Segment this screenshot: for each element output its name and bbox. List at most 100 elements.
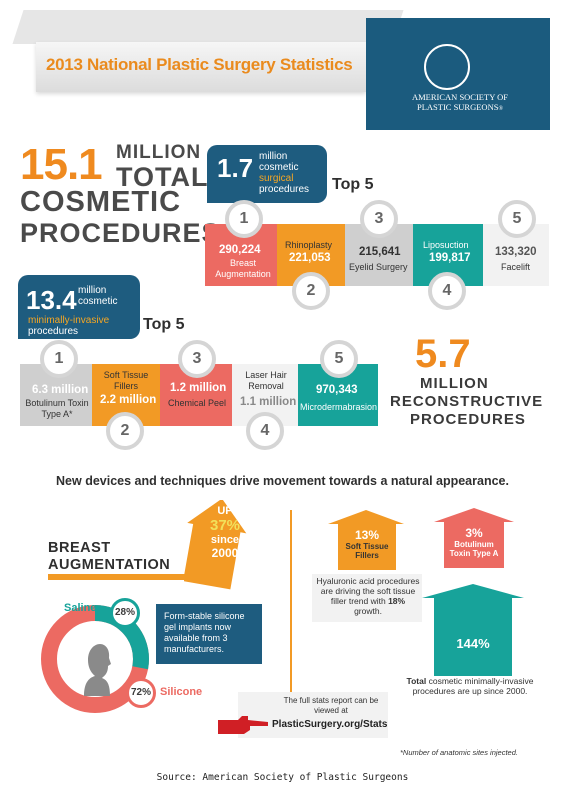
botox-label-1: Botulinum [454,540,494,549]
surgical-rank-2: 2 [292,272,330,310]
surgical-value-4: 199,817 [429,252,471,264]
up-arrow-icon [184,500,247,590]
breast-title-line1: BREAST [48,540,111,556]
minimally-label-2: Soft Tissue Fillers [98,370,154,392]
total-mi-note: Total cosmetic minimally-invasive proced… [400,676,540,696]
surgical-rank-5: 5 [498,200,536,238]
surgical-bubble-text: million cosmetic surgical procedures [259,151,309,195]
implant-pie-chart [41,605,149,713]
total-mi-roof-shape [422,584,524,598]
surgical-text-line1: million [259,151,288,162]
breast-augmentation-title: BREAST AUGMENTATION [48,540,170,574]
surgical-bubble: 1.7 million cosmetic surgical procedures [207,145,327,203]
minimally-label-2a: Soft Tissue [103,370,149,380]
cosmetic-total-number: 15.1 [20,140,103,189]
minimally-rank-5: 5 [320,340,358,378]
minimally-label-1a: Botulinum Toxin [25,398,89,408]
cosmetic-procedures-label: PROCEDURES [20,218,221,248]
minimally-bubble: 13.4 million cosmetic minimally-invasive… [18,275,140,339]
cosmetic-label: COSMETIC [20,186,182,218]
fillers-label-2: Fillers [355,551,379,560]
fillers-note: Hyaluronic acid procedures are driving t… [316,576,420,616]
botox-percent: 3% [465,526,483,540]
silicone-label: Silicone [160,686,203,698]
minimally-value-1: 6.3 million [32,384,89,396]
minimally-text-line4: procedures [28,326,79,337]
woman-silhouette-icon [84,644,111,696]
minimally-card-2: Soft Tissue Fillers 2.2 million [92,364,160,426]
total-mi-house-shape [434,596,512,676]
surgical-value-3: 215,641 [359,246,401,258]
breast-year-text: 2000 [211,546,239,560]
pointing-hand-icon [218,716,268,734]
breast-title-line2: AUGMENTATION [48,557,171,573]
total-mi-note-bold: Total [406,676,427,686]
fillers-percent: 13% [354,528,380,542]
surgical-text-line2: cosmetic [259,162,299,173]
minimally-bubble-text: million cosmetic [78,285,117,307]
surgical-rank-1: 1 [225,200,263,238]
footnote: *Number of anatomic sites injected. [400,748,518,757]
reconstructive-procedures-label: PROCEDURES [410,411,526,428]
breast-since-text: since [210,534,240,546]
minimally-text-line1: million [78,285,107,296]
gel-implants-note: Form-stable silicone gel implants now av… [156,604,262,664]
minimally-number: 13.4 [26,285,77,315]
surgical-label-3: Eyelid Surgery [349,262,408,272]
reconstructive-million-label: MILLION [420,375,489,392]
asps-logo-text: AMERICAN SOCIETY OF PLASTIC SURGEONS® [400,92,520,114]
fillers-label-1: Soft Tissue [345,542,389,551]
surgical-top5-label: Top 5 [332,176,374,193]
minimally-label-3: Chemical Peel [168,398,227,408]
surgical-value-1: 290,224 [219,244,261,256]
tagline: New devices and techniques drive movemen… [56,474,509,488]
fillers-text: 13% Soft Tissue Fillers [338,528,396,560]
fillers-note-bold: 18% [388,596,406,606]
minimally-value-3: 1.2 million [170,382,227,394]
pie-saline-slice [41,605,149,713]
minimally-value-5: 970,343 [316,384,358,396]
banner-ribbon [36,42,366,92]
reconstructive-number: 5.7 [415,332,471,376]
breast-up-text: UP [217,505,233,517]
surgical-label-4: Liposuction [423,240,469,250]
surgical-label-1b: Augmentation [215,269,271,279]
botox-text: 3% Botulinum Toxin Type A [444,526,504,558]
silicone-percent: 72% [126,678,156,708]
reconstructive-label: RECONSTRUCTIVE [390,393,544,410]
fillers-house-shape [338,522,396,570]
fillers-note-text1: Hyaluronic acid procedures are driving t… [316,576,420,606]
minimally-text-line3: minimally-invasive [28,315,110,326]
botox-roof-shape [434,508,514,522]
stats-link[interactable]: PlasticSurgery.org/Stats [272,719,388,730]
asps-logo-icon [424,44,470,90]
surgical-number: 1.7 [217,153,254,183]
logo-text-line1: AMERICAN SOCIETY OF [411,92,509,102]
breast-title-underline [48,574,188,580]
fillers-note-box [312,574,422,622]
logo-text-line2: PLASTIC SURGEONS [416,102,499,112]
stats-text: The full stats report can be viewed at [283,696,379,715]
minimally-label-5: Microdermabrasion [300,402,378,412]
minimally-value-4: 1.1 million [240,396,297,408]
logo-registered-mark: ® [498,106,504,112]
minimally-rank-3: 3 [178,340,216,378]
saline-label: Saline [64,602,97,614]
breast-growth-label: UP 37% since 2000 [200,505,250,560]
total-mi-percent: 144% [456,636,490,651]
minimally-value-2: 2.2 million [100,394,157,406]
cosmetic-million-label: MILLION [116,142,202,163]
minimally-rank-1: 1 [40,340,78,378]
minimally-label-4: Laser Hair Removal [240,370,292,392]
surgical-text-line3: surgical [259,173,294,184]
stats-box [238,692,388,738]
section-divider [290,510,292,730]
total-mi-note-text: cosmetic minimally-invasive procedures a… [412,676,534,696]
source-text: Source: American Society of Plastic Surg… [156,772,409,783]
surgical-text-line4: procedures [259,184,310,195]
minimally-top5-label: Top 5 [143,316,185,333]
minimally-label-1b: Type A* [41,409,73,419]
botox-house-shape [444,520,504,568]
minimally-label-4b: Removal [248,381,284,391]
minimally-rank-4: 4 [246,412,284,450]
